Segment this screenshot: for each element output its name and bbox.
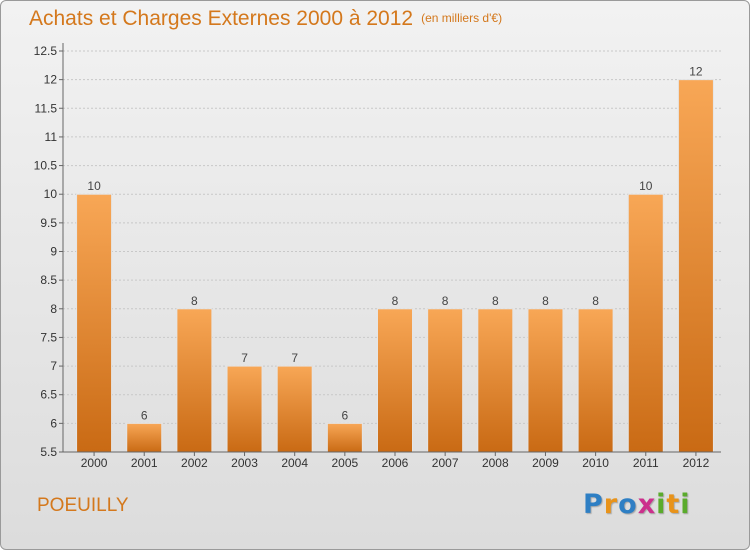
bar-2004 <box>276 365 313 453</box>
value-label: 8 <box>592 294 599 308</box>
value-label: 6 <box>141 408 148 422</box>
bar-2003 <box>226 365 263 453</box>
logo-letter: i <box>656 489 667 520</box>
y-tick-label: 8.5 <box>40 273 57 287</box>
x-tick-label: 2002 <box>181 456 208 470</box>
value-label: 8 <box>191 294 198 308</box>
value-label: 7 <box>241 351 248 365</box>
x-tick-label: 2005 <box>331 456 358 470</box>
x-tick-label: 2012 <box>683 456 710 470</box>
y-tick-label: 12.5 <box>34 44 58 58</box>
value-label: 10 <box>639 179 653 193</box>
x-tick-label: 2011 <box>633 456 659 470</box>
bar-2002 <box>176 308 213 453</box>
commune-name: POEUILLY <box>37 495 129 516</box>
bar-2012 <box>677 79 714 453</box>
y-tick-label: 9.5 <box>40 216 57 230</box>
logo-letter: r <box>603 489 619 520</box>
bar-2006 <box>377 308 413 453</box>
value-label: 8 <box>442 294 449 308</box>
y-tick-label: 7 <box>50 359 57 373</box>
bar-2005 <box>326 422 363 453</box>
value-label: 7 <box>291 351 298 365</box>
chart-title: Achats et Charges Externes 2000 à 2012 (e… <box>29 7 502 31</box>
value-label: 6 <box>342 408 349 422</box>
value-label: 8 <box>542 294 549 308</box>
y-tick-label: 11.5 <box>35 101 58 115</box>
value-label: 8 <box>492 294 499 308</box>
x-tick-label: 2007 <box>432 456 459 470</box>
x-axis: 2000 2001 2002 2003 2004 2005 2006 2007 2008 2009… <box>63 451 721 470</box>
x-tick-label: 2009 <box>532 456 559 470</box>
x-tick-label: 2006 <box>382 456 409 470</box>
bar-2011 <box>627 193 664 453</box>
y-tick-label: 6.5 <box>40 388 57 402</box>
bar-2007 <box>427 308 464 453</box>
y-axis: 5.5 6 6.5 7 7.5 8 8.5 9 9.5 10 10.5 11 11.5 12 12.5 <box>34 43 64 459</box>
y-tick-label: 10.5 <box>34 159 58 173</box>
y-tick-label: 5.5 <box>40 445 57 459</box>
x-tick-label: 2008 <box>482 456 509 470</box>
y-tick-label: 12 <box>44 73 58 87</box>
bars: 10 6 8 7 7 6 8 8 8 8 8 10 12 <box>76 65 714 453</box>
y-tick-label: 8 <box>50 302 57 316</box>
x-tick-label: 2010 <box>582 456 609 470</box>
y-tick-label: 9 <box>50 245 57 259</box>
logo-letter: t <box>666 489 681 520</box>
x-tick-label: 2000 <box>81 456 108 470</box>
x-tick-label: 2003 <box>231 456 258 470</box>
proxiti-logo[interactable]: Proxiti <box>583 489 691 520</box>
x-tick-label: 2001 <box>131 456 158 470</box>
logo-letter: P <box>583 489 604 520</box>
y-tick-label: 11 <box>45 130 58 144</box>
bar-2008 <box>477 308 514 453</box>
value-label: 10 <box>87 179 101 193</box>
y-tick-label: 7.5 <box>40 330 57 344</box>
y-tick-label: 10 <box>44 187 58 201</box>
bar-2010 <box>577 308 614 453</box>
y-tick-label: 6 <box>50 416 57 430</box>
chart-title-text: Achats et Charges Externes 2000 à 2012 <box>29 7 414 30</box>
logo-letter: i <box>680 489 691 520</box>
value-label: 8 <box>392 294 399 308</box>
bar-2000 <box>76 193 113 453</box>
chart-unit: (en milliers d'€) <box>421 11 503 25</box>
logo-letter: o <box>618 489 638 520</box>
bar-2009 <box>527 308 564 453</box>
value-label: 12 <box>689 65 703 79</box>
x-tick-label: 2004 <box>281 456 308 470</box>
logo-letter: x <box>637 489 657 520</box>
bar-2001 <box>126 422 163 453</box>
